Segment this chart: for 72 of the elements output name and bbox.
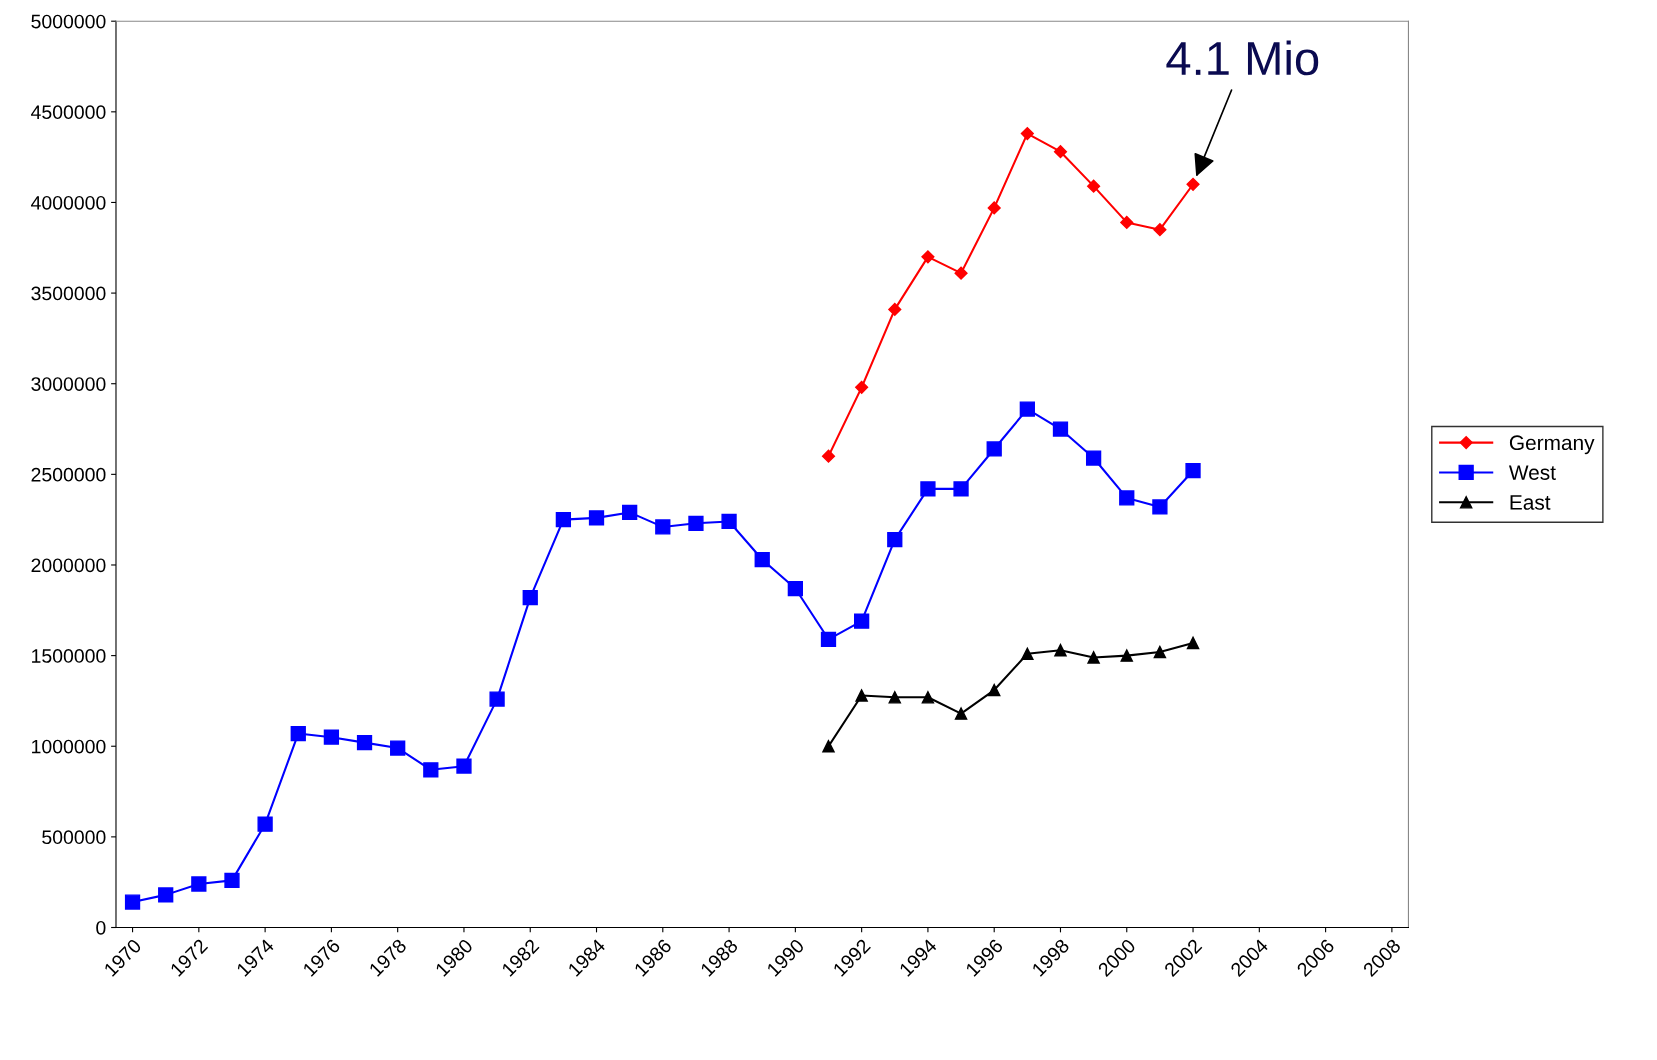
y-tick-label: 4500000 [31,105,106,120]
point [1021,647,1034,661]
point [721,513,737,530]
point [954,707,968,720]
point [655,519,671,535]
point [555,512,572,528]
point [588,510,605,526]
point [257,816,273,832]
point [953,481,969,497]
point [787,580,803,597]
point [1087,179,1101,193]
legend-label: West [1508,465,1556,480]
point [1152,499,1168,515]
point [191,876,207,892]
point [986,441,1002,457]
point [888,302,902,316]
y-tick-label: 4000000 [31,195,106,210]
point [158,887,174,903]
y-tick-label: 5000000 [31,14,106,29]
point [1052,421,1069,437]
point [921,691,935,704]
y-tick-label: 1000000 [32,739,106,754]
point [754,551,770,568]
point [1185,463,1201,479]
point [820,631,837,647]
point [888,691,902,704]
point [987,201,1001,215]
y-tick-label: 2000000 [31,558,106,573]
point [1153,645,1167,659]
y-tick-label: 2500000 [31,467,106,482]
point [887,531,903,548]
legend-label: East [1510,495,1551,510]
point [423,762,439,778]
y-tick-label: 3500000 [31,286,106,301]
point [1119,490,1135,506]
y-tick-label: 500000 [42,830,106,845]
point [854,613,870,629]
point [855,689,868,702]
legend-label: Germany [1509,435,1595,455]
point [522,589,538,606]
point [688,515,704,531]
point [1085,450,1102,466]
point [987,683,1001,697]
point [622,504,638,521]
point [821,449,836,463]
point [124,894,141,910]
point [822,739,835,753]
point [855,380,869,394]
point [1020,126,1034,141]
point [456,758,472,774]
y-tick-label: 0 [96,920,106,935]
point [224,872,240,889]
point [1054,643,1067,657]
point [1087,651,1100,664]
point [390,740,406,756]
point [920,481,936,497]
point [954,266,968,280]
point [489,691,505,707]
point [1120,649,1134,662]
point [1053,145,1068,159]
point [323,729,340,745]
point [921,250,935,264]
point [1019,401,1035,417]
point [1153,223,1167,237]
point [1186,636,1200,650]
y-tick-label: 1500000 [32,649,106,663]
point [1186,177,1200,191]
point [1120,215,1134,229]
y-tick-label: 3000000 [31,377,106,391]
point [356,734,373,751]
point [290,725,306,742]
annotation: 4.1 Mio [1166,40,1319,76]
